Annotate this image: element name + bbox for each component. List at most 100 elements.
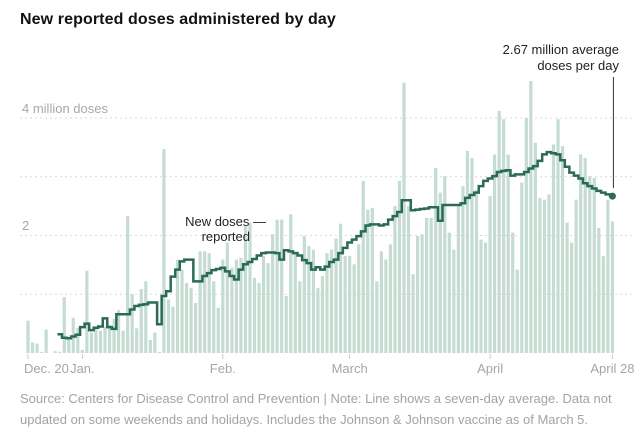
daily-bar: [171, 306, 175, 353]
daily-bar: [135, 328, 139, 353]
daily-bar: [465, 150, 470, 353]
daily-bar: [375, 281, 379, 353]
daily-bar: [343, 256, 347, 353]
daily-bar: [230, 267, 234, 353]
daily-bar: [606, 199, 610, 353]
source-note: Source: Centers for Disease Control and …: [20, 391, 612, 427]
daily-bar: [257, 283, 261, 353]
daily-bar: [126, 216, 130, 353]
daily-bar: [411, 274, 415, 353]
daily-bar: [560, 146, 565, 353]
daily-bar: [117, 310, 121, 353]
daily-bar: [184, 283, 189, 353]
daily-bar: [311, 249, 315, 353]
daily-bar: [579, 154, 583, 353]
daily-bar: [252, 277, 257, 353]
daily-bar: [53, 351, 57, 353]
daily-bar: [425, 217, 429, 354]
daily-bar: [506, 154, 510, 353]
daily-bar: [89, 332, 94, 353]
daily-bar: [144, 281, 148, 353]
daily-bar: [588, 176, 592, 353]
daily-bar: [271, 234, 275, 353]
daily-bar: [280, 219, 284, 353]
daily-bar: [601, 256, 605, 353]
daily-bar: [44, 329, 48, 353]
daily-bar: [511, 232, 515, 353]
daily-bar: [130, 294, 134, 353]
daily-bar: [420, 234, 424, 353]
daily-bar: [551, 144, 556, 353]
y-axis-label-4m: 4 million doses: [22, 101, 108, 116]
daily-bar: [434, 167, 438, 353]
daily-bar: [338, 223, 343, 353]
daily-bar: [121, 330, 125, 353]
average-annotation-line1: 2.67 million average: [502, 42, 619, 57]
daily-bar: [298, 281, 302, 353]
daily-bar: [443, 176, 447, 353]
daily-bar: [583, 157, 587, 353]
daily-bar: [112, 318, 116, 353]
daily-bar: [80, 350, 84, 353]
daily-bar: [320, 276, 325, 353]
daily-bar: [429, 217, 433, 354]
daily-bar: [493, 154, 497, 353]
daily-bar: [447, 232, 451, 353]
daily-bar: [39, 351, 44, 353]
daily-bar: [397, 180, 402, 353]
daily-bar: [456, 206, 460, 354]
daily-bar: [302, 236, 306, 353]
daily-bar: [357, 244, 361, 353]
daily-bar: [483, 242, 488, 353]
daily-bar: [194, 303, 198, 353]
daily-bar: [515, 269, 519, 353]
daily-bar: [248, 222, 252, 353]
daily-bar: [565, 222, 569, 353]
daily-bar: [556, 119, 560, 354]
daily-bar: [488, 196, 492, 353]
daily-bar: [547, 194, 551, 354]
daily-bar: [35, 343, 39, 353]
daily-bar: [148, 340, 152, 353]
daily-bar: [361, 180, 365, 353]
daily-bar: [284, 296, 288, 353]
daily-bar: [470, 157, 474, 353]
daily-bar: [26, 320, 30, 353]
daily-bar: [538, 197, 542, 353]
daily-bar: [307, 246, 311, 353]
daily-bar: [266, 263, 270, 353]
daily-bar: [157, 351, 161, 353]
daily-bar: [166, 299, 171, 353]
daily-bar: [592, 177, 596, 353]
daily-bar: [520, 182, 524, 354]
daily-bar: [198, 251, 202, 353]
daily-bar: [479, 239, 483, 353]
new-doses-annotation: New doses — reported: [185, 214, 266, 244]
seven-day-average-line: [57, 150, 613, 340]
daily-bar: [239, 257, 243, 353]
daily-bar: [574, 199, 578, 353]
daily-bar: [98, 330, 103, 353]
daily-bar: [58, 351, 62, 353]
average-annotation-line2: doses per day: [537, 58, 619, 73]
daily-bar: [610, 221, 614, 353]
daily-bar: [162, 149, 166, 353]
daily-bar: [502, 119, 506, 354]
daily-bar: [107, 324, 112, 353]
daily-bar: [325, 253, 329, 354]
daily-bar: [30, 342, 35, 353]
daily-bar: [225, 242, 229, 353]
daily-bar: [216, 307, 220, 353]
daily-bar: [348, 256, 352, 353]
daily-bar: [406, 206, 411, 354]
daily-bar: [416, 236, 420, 353]
daily-bar: [67, 338, 71, 353]
daily-bar: [533, 142, 537, 353]
daily-bar: [203, 251, 207, 353]
daily-bar: [94, 327, 98, 353]
daily-bar: [402, 82, 406, 353]
daily-bar: [139, 288, 143, 353]
daily-bar: [189, 287, 193, 353]
